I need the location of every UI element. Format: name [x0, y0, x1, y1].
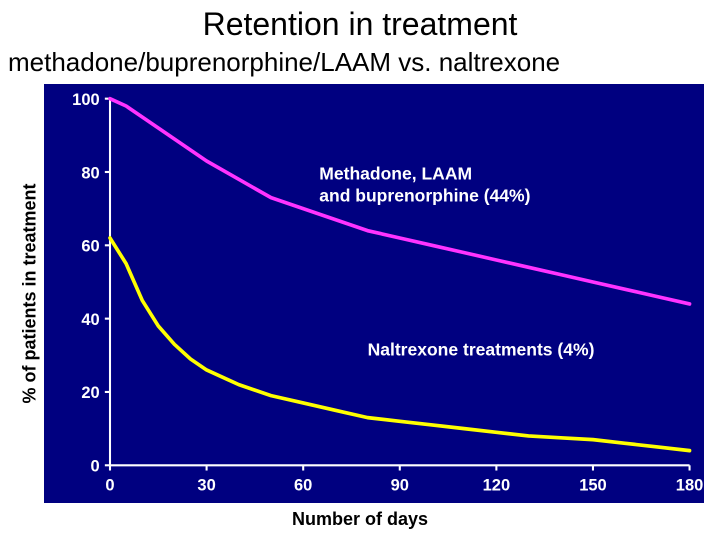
svg-text:30: 30	[197, 475, 215, 494]
svg-text:Naltrexone treatments (4%): Naltrexone treatments (4%)	[368, 339, 595, 359]
chart-svg-holder: 0 20 40 60 80 100 0 30 60 90 120 150 180 Methadone, L…	[44, 84, 704, 503]
page-title: Retention in treatment	[0, 0, 720, 43]
page: Retention in treatment methadone/bupreno…	[0, 0, 720, 540]
svg-text:120: 120	[483, 475, 511, 494]
svg-text:60: 60	[81, 236, 99, 255]
svg-text:90: 90	[391, 475, 409, 494]
svg-text:0: 0	[105, 475, 114, 494]
page-subtitle: methadone/buprenorphine/LAAM vs. naltrex…	[0, 43, 720, 84]
svg-text:Methadone, LAAM: Methadone, LAAM	[319, 163, 472, 183]
chart-container: % of patients in treatment 0204060801000…	[0, 84, 720, 540]
svg-text:60: 60	[294, 475, 312, 494]
svg-text:150: 150	[579, 475, 607, 494]
y-axis-label-container: % of patients in treatment	[16, 84, 44, 503]
svg-text:100: 100	[72, 90, 100, 109]
svg-text:40: 40	[81, 310, 99, 329]
retention-line-chart: 0 20 40 60 80 100 0 30 60 90 120 150 180 Methadone, L…	[44, 84, 704, 503]
svg-text:0: 0	[91, 456, 100, 475]
svg-text:180: 180	[676, 475, 704, 494]
svg-text:20: 20	[81, 383, 99, 402]
svg-text:and buprenorphine (44%): and buprenorphine (44%)	[319, 185, 530, 205]
chart-row: % of patients in treatment 0204060801000…	[16, 84, 704, 503]
svg-text:80: 80	[81, 163, 99, 182]
y-axis-label: % of patients in treatment	[20, 183, 41, 403]
x-axis-label: Number of days	[16, 503, 704, 530]
